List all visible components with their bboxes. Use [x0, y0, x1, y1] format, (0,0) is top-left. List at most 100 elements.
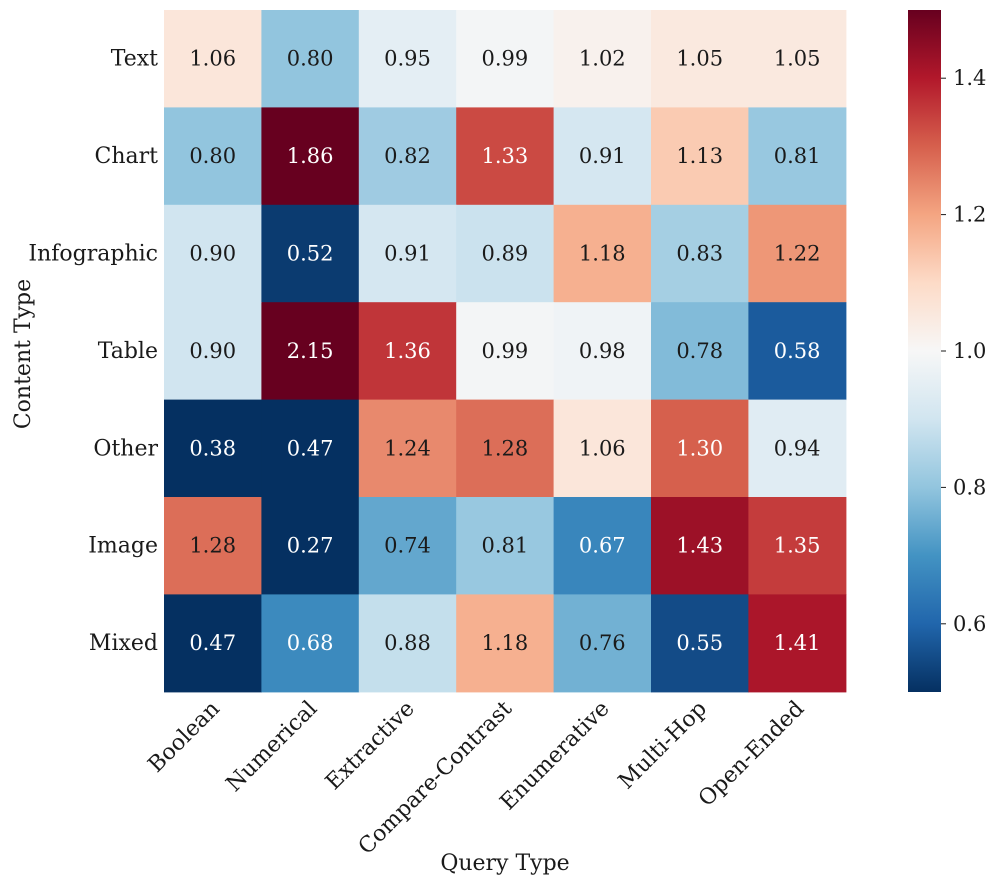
colorbar: 0.6 0.8 1.0 1.2 1.4	[908, 10, 986, 692]
heatmap-cell-1-6	[748, 107, 847, 206]
cell-value-label: 1.05	[676, 47, 723, 71]
cell-value-label: 1.33	[482, 144, 529, 168]
colorbar-tick-label: 1.0	[953, 339, 986, 363]
heatmap-cell-1-4	[553, 107, 652, 206]
cell-value-label: 0.94	[774, 436, 821, 460]
x-tick-label-extractive: Extractive	[321, 696, 420, 795]
cell-value-label: 0.58	[774, 339, 821, 363]
cell-value-label: 0.80	[189, 144, 236, 168]
cell-value-label: 0.81	[774, 144, 821, 168]
heatmap-cell-3-6	[748, 302, 847, 401]
heatmap-cell-1-2	[358, 107, 457, 206]
cell-value-label: 0.68	[287, 631, 334, 655]
cell-value-label: 0.55	[676, 631, 723, 655]
colorbar-ticks: 0.6 0.8 1.0 1.2 1.4	[941, 66, 986, 636]
cell-value-label: 0.90	[189, 339, 236, 363]
y-tick-label-infographic: Infographic	[28, 242, 158, 267]
cell-value-label: 1.05	[774, 47, 821, 71]
cell-value-label: 1.22	[774, 242, 821, 266]
y-tick-label-mixed: Mixed	[89, 631, 158, 656]
cell-value-label: 0.81	[482, 534, 529, 558]
x-tick-label-multi-hop: Multi-Hop	[614, 696, 712, 794]
colorbar-tick-label: 0.6	[953, 612, 986, 636]
heatmap-cell-6-2	[358, 594, 457, 693]
cell-value-label: 0.91	[579, 144, 626, 168]
cell-value-label: 0.52	[287, 242, 334, 266]
cell-value-label: 0.89	[482, 242, 529, 266]
cell-value-label: 1.28	[189, 534, 236, 558]
heatmap-cell-0-0	[164, 10, 262, 108]
heatmap-cell-2-3	[456, 204, 555, 303]
cell-value-label: 1.06	[189, 47, 236, 71]
cell-value-label: 0.90	[189, 242, 236, 266]
cell-value-label: 0.83	[676, 242, 723, 266]
heatmap-cells: 1.06 0.80 0.95 0.99 1.02 1.05 1.05 0.80 1.86 0.82…	[164, 10, 847, 693]
heatmap-cell-3-5	[651, 302, 749, 401]
cell-value-label: 1.18	[579, 242, 626, 266]
cell-value-label: 0.99	[482, 339, 529, 363]
heatmap-cell-5-5	[651, 497, 749, 595]
cell-value-label: 1.13	[676, 144, 723, 168]
colorbar-tick-label: 1.2	[953, 203, 986, 227]
heatmap-cell-3-3	[456, 302, 555, 401]
cell-value-label: 1.28	[482, 436, 529, 460]
heatmap-cell-3-1	[261, 302, 360, 401]
heatmap-cell-5-3	[456, 497, 555, 595]
heatmap-cell-6-1	[261, 594, 360, 693]
heatmap-cell-4-0	[164, 399, 262, 498]
cell-value-label: 1.36	[384, 339, 431, 363]
heatmap-cell-5-2	[358, 497, 457, 595]
heatmap-cell-5-4	[553, 497, 652, 595]
y-axis-label: Content Type	[11, 279, 36, 429]
y-tick-label-chart: Chart	[95, 144, 159, 169]
heatmap-cell-5-1	[261, 497, 360, 595]
heatmap-cell-2-4	[553, 204, 652, 303]
heatmap-cell-3-4	[553, 302, 652, 401]
heatmap-cell-0-5	[651, 10, 749, 108]
heatmap-cell-0-1	[261, 10, 360, 108]
cell-value-label: 0.38	[189, 436, 236, 460]
cell-value-label: 0.82	[384, 144, 431, 168]
heatmap-cell-6-4	[553, 594, 652, 693]
heatmap-cell-1-3	[456, 107, 555, 206]
heatmap-cell-2-5	[651, 204, 749, 303]
heatmap-cell-4-1	[261, 399, 360, 498]
heatmap-cell-0-3	[456, 10, 555, 108]
cell-value-label: 0.76	[579, 631, 626, 655]
heatmap-cell-2-1	[261, 204, 360, 303]
colorbar-tick-label: 1.4	[953, 66, 986, 90]
x-tick-label-numerical: Numerical	[222, 696, 323, 797]
cell-value-label: 0.47	[189, 631, 236, 655]
heatmap-cell-2-0	[164, 204, 262, 303]
cell-value-label: 1.43	[676, 534, 723, 558]
colorbar-tick-label: 0.8	[953, 475, 986, 499]
y-tick-label-other: Other	[93, 436, 158, 461]
cell-value-label: 1.06	[579, 436, 626, 460]
cell-value-label: 0.95	[384, 47, 431, 71]
heatmap-cell-4-2	[358, 399, 457, 498]
x-axis-label: Query Type	[440, 851, 569, 876]
cell-value-label: 0.88	[384, 631, 431, 655]
y-tick-labels: Text Chart Infographic Table Other Image Mixed	[28, 47, 158, 656]
y-tick-label-image: Image	[88, 534, 158, 559]
heatmap-cell-0-6	[748, 10, 847, 108]
cell-value-label: 1.41	[774, 631, 821, 655]
heatmap-cell-1-1	[261, 107, 360, 206]
cell-value-label: 0.91	[384, 242, 431, 266]
colorbar-gradient	[908, 10, 941, 692]
y-tick-label-table: Table	[98, 339, 158, 364]
cell-value-label: 1.86	[287, 144, 334, 168]
heatmap-cell-5-0	[164, 497, 262, 595]
x-tick-label-boolean: Boolean	[144, 696, 225, 777]
x-tick-labels: BooleanNumericalExtractiveCompare-Contra…	[144, 696, 810, 859]
heatmap-cell-3-0	[164, 302, 262, 401]
heatmap-cell-1-5	[651, 107, 749, 206]
cell-value-label: 1.18	[482, 631, 529, 655]
heatmap-cell-0-4	[553, 10, 652, 108]
cell-value-label: 1.24	[384, 436, 431, 460]
heatmap-cell-4-3	[456, 399, 555, 498]
heatmap-cell-3-2	[358, 302, 457, 401]
cell-value-label: 0.67	[579, 534, 626, 558]
heatmap-cell-6-0	[164, 594, 262, 693]
